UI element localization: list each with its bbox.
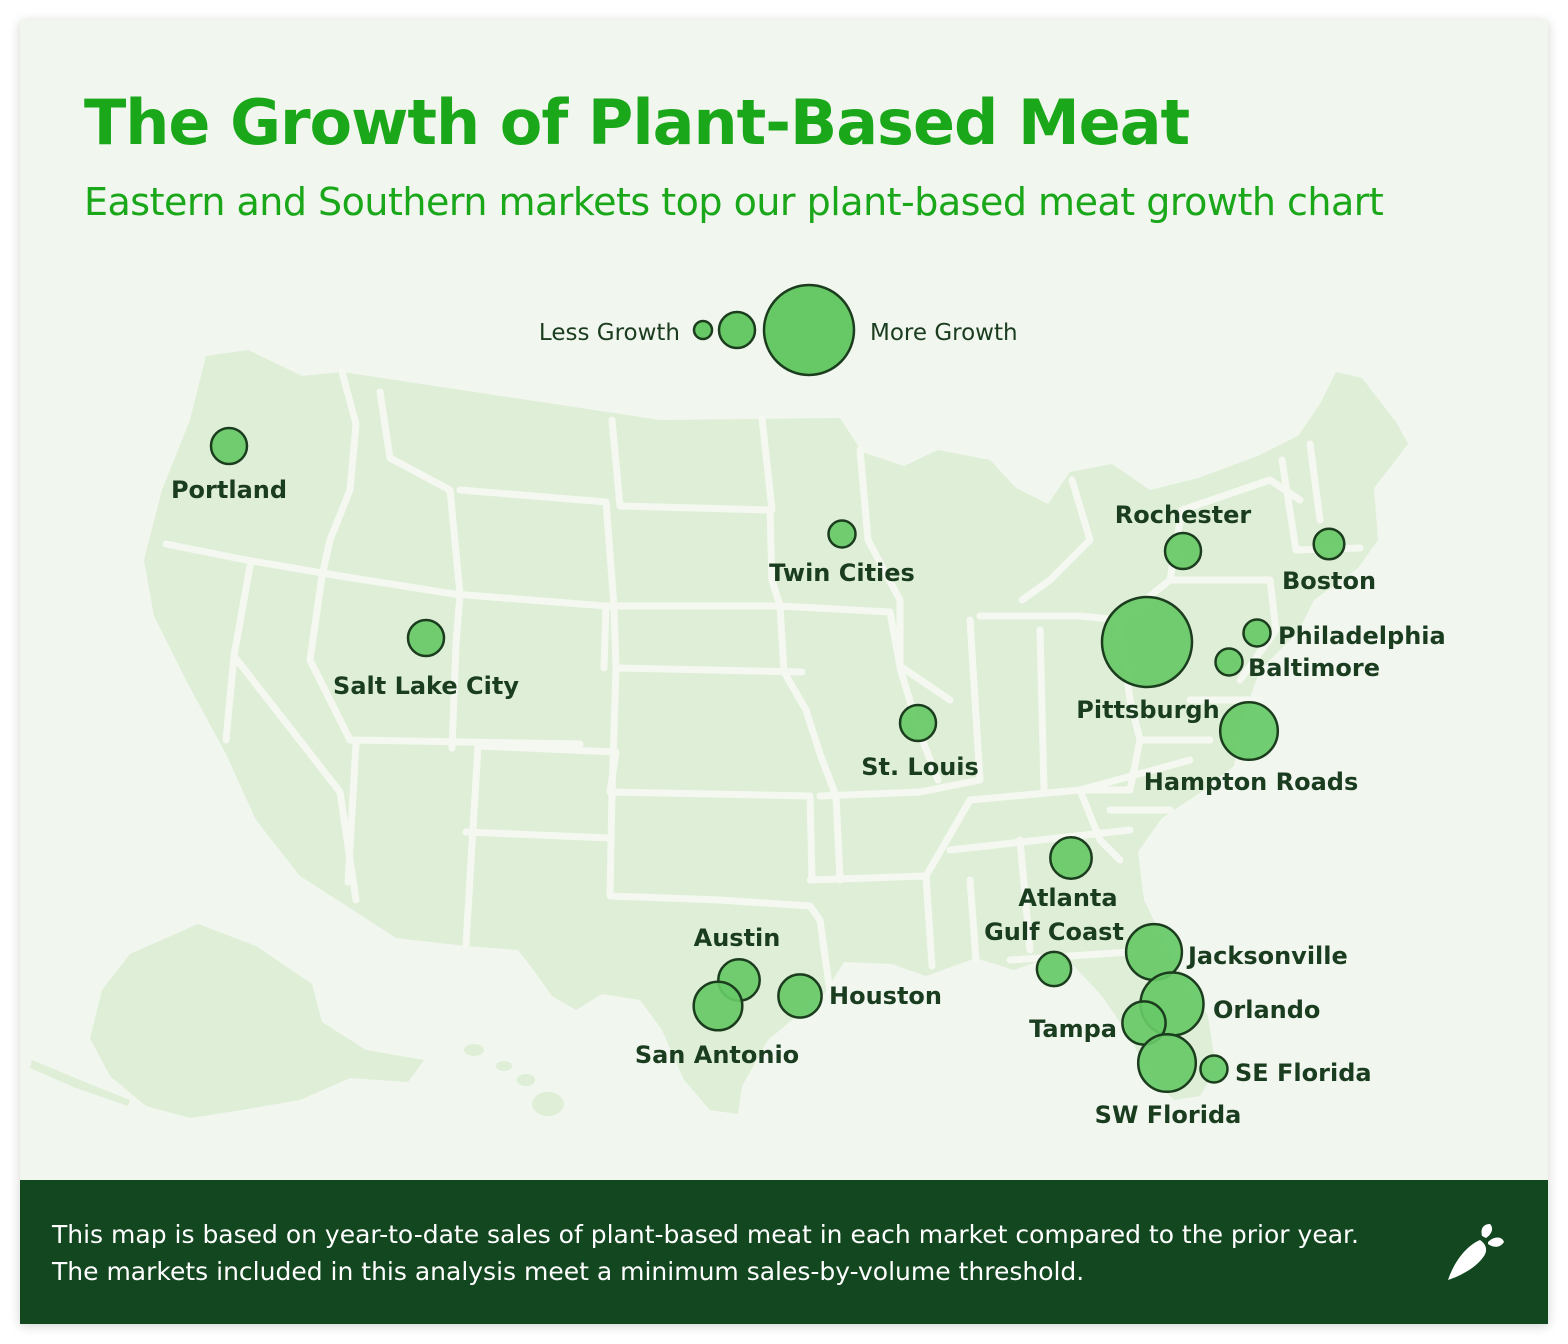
page-title: The Growth of Plant-Based Meat <box>84 86 1190 159</box>
market-bubble-se-florida <box>1199 1054 1229 1084</box>
market-label-se-florida: SE Florida <box>1235 1059 1372 1087</box>
market-label-houston: Houston <box>829 982 942 1010</box>
hawaii-island-4 <box>532 1092 564 1116</box>
market-label-jacksonville: Jacksonville <box>1186 942 1348 970</box>
market-bubble-sw-florida <box>1136 1032 1198 1094</box>
page-subtitle: Eastern and Southern markets top our pla… <box>84 180 1384 224</box>
market-label-san-antonio: San Antonio <box>635 1041 799 1069</box>
market-bubbles: Portland Salt Lake City Twin Cities St. Lou… <box>171 426 1446 1129</box>
market-bubble-st-louis <box>898 703 938 743</box>
infographic-card: Less Growth More Growth Portland Salt Lak… <box>20 20 1548 1324</box>
market-label-twin-cities: Twin Cities <box>769 559 915 587</box>
legend-bubble-1 <box>692 319 714 341</box>
market-label-portland: Portland <box>171 476 287 504</box>
market-bubble-san-antonio <box>692 980 744 1032</box>
alaska-islands <box>30 1060 130 1106</box>
market-bubble-philadelphia <box>1242 618 1272 648</box>
market-label-salt-lake-city: Salt Lake City <box>333 672 519 700</box>
market-label-pittsburgh: Pittsburgh <box>1076 696 1219 724</box>
legend-bubble-2 <box>717 310 757 350</box>
footer-note: This map is based on year-to-date sales … <box>52 1220 1359 1286</box>
market-label-philadelphia: Philadelphia <box>1278 622 1446 650</box>
market-label-hampton-roads: Hampton Roads <box>1144 768 1359 796</box>
market-label-st-louis: St. Louis <box>861 753 979 781</box>
alaska-shape <box>90 924 424 1118</box>
market-label-orlando: Orlando <box>1213 996 1320 1024</box>
market-label-rochester: Rochester <box>1115 501 1252 529</box>
market-bubble-rochester <box>1163 531 1203 571</box>
market-label-atlanta: Atlanta <box>1018 884 1117 912</box>
hawaii-island-3 <box>517 1074 535 1086</box>
market-label-tampa: Tampa <box>1029 1015 1117 1043</box>
market-label-gulf-coast: Gulf Coast <box>984 918 1124 946</box>
market-label-sw-florida: SW Florida <box>1095 1101 1242 1129</box>
market-bubble-houston <box>777 973 823 1019</box>
market-bubble-baltimore <box>1214 647 1244 677</box>
us-map: Less Growth More Growth Portland Salt Lak… <box>30 283 1446 1129</box>
carrot-icon <box>1448 1224 1504 1280</box>
market-bubble-pittsburgh <box>1100 595 1194 689</box>
market-bubble-hampton-roads <box>1218 700 1280 762</box>
footer-bar: This map is based on year-to-date sales … <box>20 1180 1548 1324</box>
market-label-austin: Austin <box>694 924 781 952</box>
market-label-boston: Boston <box>1282 567 1376 595</box>
hawaii-island-2 <box>496 1061 512 1071</box>
market-bubble-gulf-coast <box>1035 950 1073 988</box>
market-bubble-salt-lake-city <box>406 618 446 658</box>
hawaii-island-1 <box>464 1044 484 1056</box>
market-bubble-twin-cities <box>827 519 857 549</box>
market-label-baltimore: Baltimore <box>1248 654 1380 682</box>
market-bubble-atlanta <box>1049 836 1093 880</box>
market-bubble-portland <box>209 426 249 466</box>
legend: Less Growth More Growth <box>539 283 1018 377</box>
legend-more-label: More Growth <box>870 320 1018 346</box>
legend-less-label: Less Growth <box>539 320 680 346</box>
legend-bubble-3 <box>762 283 856 377</box>
market-bubble-boston <box>1312 527 1346 561</box>
